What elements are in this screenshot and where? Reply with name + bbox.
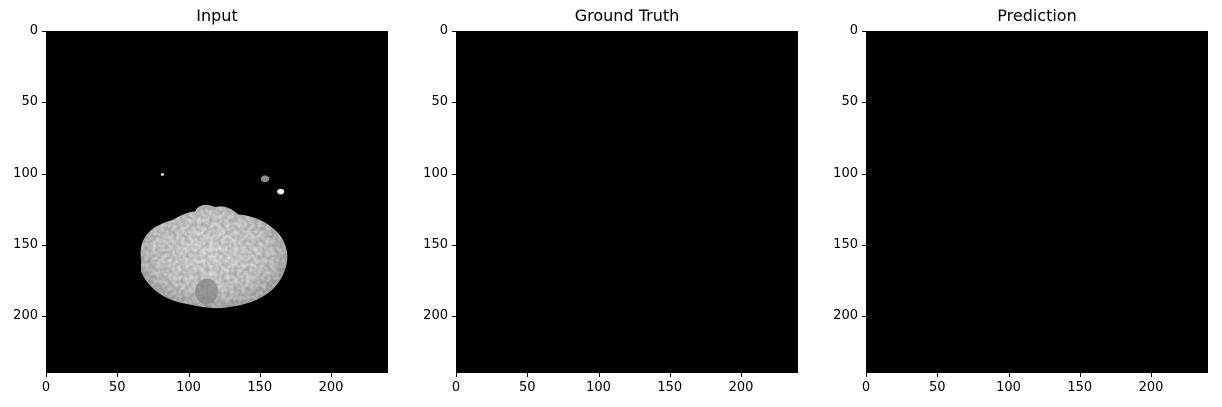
y-tick-label: 200: [13, 308, 38, 323]
x-tick-label: 200: [728, 380, 754, 395]
x-tick: [1008, 373, 1010, 377]
y-tick: [452, 102, 456, 104]
x-tick: [1151, 373, 1152, 377]
image-mri-brain-slice: [46, 31, 388, 373]
y-tick-label: 150: [13, 236, 38, 252]
x-tick-label: 0: [861, 380, 871, 395]
x-tick: [598, 373, 600, 377]
y-tick-label: 100: [833, 165, 858, 181]
x-tick-label: 100: [996, 380, 1021, 395]
y-tick: [42, 244, 46, 246]
x-tick-label: 0: [451, 380, 461, 395]
tissue-speck: [160, 173, 165, 176]
y-tick-label: 200: [833, 308, 858, 323]
y-tick: [42, 173, 46, 175]
x-tick-label: 50: [928, 380, 946, 395]
x-tick: [117, 373, 119, 377]
x-tick-label: 0: [41, 380, 51, 395]
x-tick: [456, 373, 457, 377]
y-tick: [42, 316, 46, 317]
y-tick-label: 200: [423, 308, 448, 323]
x-tick-label: 150: [1067, 380, 1093, 395]
y-tick: [862, 102, 866, 104]
x-tick-label: 100: [176, 380, 201, 395]
x-tick-label: 50: [108, 380, 126, 395]
x-tick-label: 150: [247, 380, 273, 395]
x-tick-label: 200: [1138, 380, 1164, 395]
x-tick: [331, 373, 332, 377]
image-blank-mask: [456, 31, 798, 373]
y-tick: [862, 244, 866, 246]
panel-title: Input: [196, 6, 238, 25]
panel-title: Prediction: [997, 6, 1077, 25]
x-tick: [527, 373, 529, 377]
y-tick-label: 50: [431, 94, 448, 110]
y-tick: [452, 244, 456, 246]
y-tick-label: 150: [423, 236, 448, 252]
x-tick: [188, 373, 190, 377]
brain-tissue: [140, 173, 288, 309]
y-tick: [42, 102, 46, 104]
brain-shadow: [195, 278, 218, 305]
x-tick: [259, 373, 261, 377]
x-tick-label: 200: [318, 380, 344, 395]
tissue-speck: [260, 175, 270, 183]
y-tick-label: 0: [439, 23, 448, 38]
x-tick: [1079, 373, 1081, 377]
x-tick: [866, 373, 867, 377]
y-tick: [452, 31, 456, 32]
y-tick-label: 50: [21, 94, 38, 110]
x-tick-label: 50: [518, 380, 536, 395]
x-tick: [46, 373, 47, 377]
y-tick: [862, 316, 866, 317]
y-tick-label: 100: [13, 165, 38, 181]
x-tick: [741, 373, 742, 377]
y-tick-label: 0: [29, 23, 38, 38]
y-tick: [862, 173, 866, 175]
y-tick-label: 100: [423, 165, 448, 181]
x-tick-label: 150: [657, 380, 683, 395]
panel-title: Ground Truth: [574, 6, 680, 25]
y-tick: [42, 31, 46, 32]
image-blank-mask: [866, 31, 1208, 373]
y-tick-label: 50: [841, 94, 858, 110]
y-tick: [452, 316, 456, 317]
y-tick: [862, 31, 866, 32]
y-tick-label: 0: [849, 23, 858, 38]
x-tick-label: 100: [586, 380, 611, 395]
x-tick: [669, 373, 671, 377]
y-tick: [452, 173, 456, 175]
y-tick-label: 150: [833, 236, 858, 252]
tissue-speck: [277, 188, 285, 195]
x-tick: [937, 373, 939, 377]
brain-texture: [140, 204, 288, 309]
